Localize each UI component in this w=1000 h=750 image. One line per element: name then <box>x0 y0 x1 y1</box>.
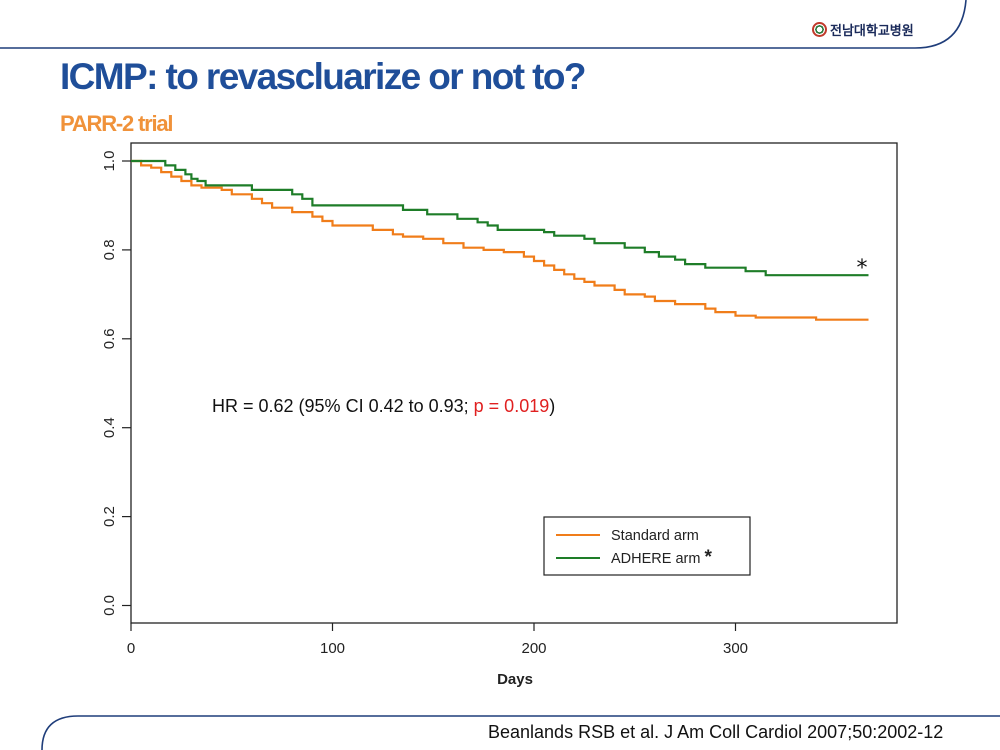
hr-annotation-pvalue: p = 0.019 <box>474 396 550 416</box>
y-tick-label: 1.0 <box>101 151 118 172</box>
series-layer: * <box>131 159 869 321</box>
legend-asterisk: * <box>704 547 712 568</box>
frame-bottom <box>41 715 1000 750</box>
legend-label-adhere-text: ADHERE arm <box>611 551 700 567</box>
x-axis: 0 100 200 300 <box>127 623 748 657</box>
series-line-standard-arm <box>131 159 869 321</box>
slide-subtitle: PARR-2 trial <box>60 111 174 136</box>
hr-annotation-prefix: HR = 0.62 (95% CI 0.42 to 0.93; <box>212 396 474 416</box>
x-tick-label: 0 <box>127 640 135 657</box>
y-tick-label: 0.8 <box>101 239 118 260</box>
hr-annotation: HR = 0.62 (95% CI 0.42 to 0.93; p = 0.01… <box>212 396 555 416</box>
y-tick-label: 0.0 <box>101 595 118 616</box>
plot-frame <box>130 142 898 624</box>
y-tick-label: 0.4 <box>101 417 118 438</box>
x-tick-label: 200 <box>521 640 546 657</box>
hospital-logo: 전남대학교병원 <box>812 20 914 39</box>
legend-label-standard: Standard arm <box>611 528 699 544</box>
y-tick-label: 0.6 <box>101 328 118 349</box>
citation: Beanlands RSB et al. J Am Coll Cardiol 2… <box>488 722 944 742</box>
legend: Standard arm ADHERE arm * <box>543 516 751 576</box>
legend-box <box>543 516 751 576</box>
hospital-emblem-icon <box>812 22 827 37</box>
y-tick-label: 0.2 <box>101 506 118 527</box>
frame-top <box>0 0 967 49</box>
legend-label-adhere: ADHERE arm * <box>611 547 712 568</box>
series-line-adhere-arm <box>131 159 869 277</box>
x-tick-label: 300 <box>723 640 748 657</box>
x-tick-label: 100 <box>320 640 345 657</box>
hr-annotation-suffix: ) <box>549 396 555 416</box>
x-axis-label: Days <box>497 671 533 688</box>
slide-title: ICMP: to revascluarize or not to? <box>60 56 587 97</box>
logo-text: 전남대학교병원 <box>830 24 914 39</box>
significance-asterisk: * <box>856 256 867 281</box>
y-axis: 0.0 0.2 0.4 0.6 0.8 1.0 <box>101 151 131 616</box>
